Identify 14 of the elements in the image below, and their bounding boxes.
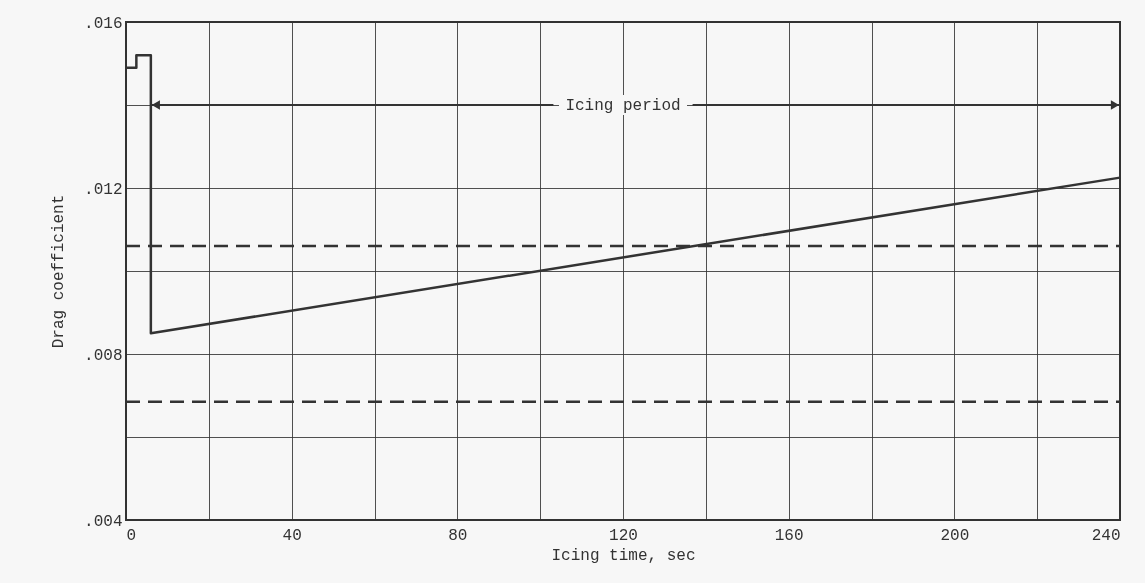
y-tick-label: .016 — [84, 14, 123, 33]
x-tick-label: 200 — [940, 526, 970, 545]
x-tick-label: 120 — [609, 526, 638, 545]
x-axis-title: Icing time, sec — [551, 546, 696, 565]
y-tick-label: .004 — [84, 512, 123, 531]
x-tick-label: 80 — [448, 526, 468, 545]
x-tick-label: 0 — [126, 526, 137, 545]
annotation: Icing period — [565, 97, 681, 116]
x-tick-label: 160 — [774, 526, 804, 545]
x-tick-label: 240 — [1091, 526, 1121, 545]
y-axis-title: Drag coefficient — [50, 194, 69, 349]
x-tick-label: 40 — [282, 526, 302, 545]
y-tick-label: .012 — [84, 180, 123, 199]
y-tick-label: .008 — [84, 346, 123, 365]
